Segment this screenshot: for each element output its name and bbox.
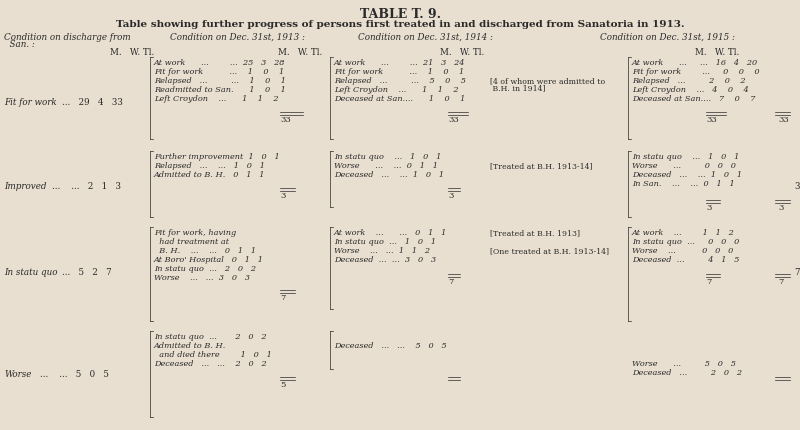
Text: M.   W. Tl.: M. W. Tl. bbox=[278, 48, 322, 57]
Text: M.   W. Tl.: M. W. Tl. bbox=[110, 48, 154, 57]
Text: [One treated at B.H. 1913-14]: [One treated at B.H. 1913-14] bbox=[490, 246, 609, 255]
Text: Left Croydon    ...   4    0    4: Left Croydon ... 4 0 4 bbox=[632, 86, 749, 94]
Text: Relapsed   ...         ...    5    0    5: Relapsed ... ... 5 0 5 bbox=[334, 77, 466, 85]
Text: Deceased   ...    ...  1   0   1: Deceased ... ... 1 0 1 bbox=[632, 171, 742, 178]
Text: Improved: Improved bbox=[4, 181, 46, 190]
Text: 5: 5 bbox=[280, 380, 286, 388]
Text: Worse      ...         5   0   5: Worse ... 5 0 5 bbox=[632, 359, 736, 367]
Text: 33: 33 bbox=[448, 116, 458, 124]
Text: In statu quo  ...   1   0   1: In statu quo ... 1 0 1 bbox=[334, 237, 436, 246]
Text: At work      ...        ...  25   3   28: At work ... ... 25 3 28 bbox=[154, 59, 286, 67]
Text: Condition on Dec. 31st, 1914 :: Condition on Dec. 31st, 1914 : bbox=[358, 33, 493, 42]
Text: 3: 3 bbox=[448, 191, 454, 200]
Text: 7: 7 bbox=[448, 277, 454, 286]
Text: Condition on discharge from: Condition on discharge from bbox=[4, 33, 130, 42]
Text: 33: 33 bbox=[706, 116, 717, 124]
Text: Admitted to B. H.: Admitted to B. H. bbox=[154, 341, 226, 349]
Text: Deceased  ...         4   1   5: Deceased ... 4 1 5 bbox=[632, 255, 739, 264]
Text: [Treated at B.H. 1913-14]: [Treated at B.H. 1913-14] bbox=[490, 162, 593, 169]
Text: and died there        1   0   1: and died there 1 0 1 bbox=[154, 350, 272, 358]
Text: 33: 33 bbox=[280, 116, 290, 124]
Text: Fit for work          ...    1    0    1: Fit for work ... 1 0 1 bbox=[334, 68, 464, 76]
Text: Relapsed   ...         2    0    2: Relapsed ... 2 0 2 bbox=[632, 77, 746, 85]
Text: At work    ...        1   1   2: At work ... 1 1 2 bbox=[632, 228, 734, 237]
Text: In statu quo  ...     0   0   0: In statu quo ... 0 0 0 bbox=[632, 237, 739, 246]
Text: Deceased   ...   ...    5   0   5: Deceased ... ... 5 0 5 bbox=[334, 341, 446, 349]
Text: 3: 3 bbox=[280, 191, 286, 200]
Text: Deceased at San....      1    0    1: Deceased at San.... 1 0 1 bbox=[334, 95, 466, 103]
Text: San. :: San. : bbox=[4, 40, 35, 49]
Text: ...    ...   2   1   3: ... ... 2 1 3 bbox=[52, 181, 121, 190]
Text: Deceased at San....   7    0    7: Deceased at San.... 7 0 7 bbox=[632, 95, 755, 103]
Text: In statu quo    ...   1   0   1: In statu quo ... 1 0 1 bbox=[334, 153, 442, 161]
Text: In statu quo: In statu quo bbox=[4, 267, 58, 276]
Text: Worse      ...         0   0   0: Worse ... 0 0 0 bbox=[632, 162, 736, 169]
Text: Left Croydon    ...      1    1    2: Left Croydon ... 1 1 2 bbox=[154, 95, 278, 103]
Text: Readmitted to San.      1    0    1: Readmitted to San. 1 0 1 bbox=[154, 86, 286, 94]
Text: At work    ...      ...   0   1   1: At work ... ... 0 1 1 bbox=[334, 228, 447, 237]
Text: Fit for work, having: Fit for work, having bbox=[154, 228, 236, 237]
Text: 3: 3 bbox=[706, 203, 711, 212]
Text: In statu quo  ...       2   0   2: In statu quo ... 2 0 2 bbox=[154, 332, 266, 340]
Text: B.H. in 1914]: B.H. in 1914] bbox=[490, 84, 546, 92]
Text: Worse    ...   ...  1   1   2: Worse ... ... 1 1 2 bbox=[334, 246, 430, 255]
Text: 3: 3 bbox=[794, 181, 799, 190]
Text: [Treated at B.H. 1913]: [Treated at B.H. 1913] bbox=[490, 228, 580, 237]
Text: Worse: Worse bbox=[4, 369, 31, 378]
Text: Worse      ...    ...  0   1   1: Worse ... ... 0 1 1 bbox=[334, 162, 438, 169]
Text: Relapsed   ...         ...    1    0    1: Relapsed ... ... 1 0 1 bbox=[154, 77, 286, 85]
Text: Deceased   ...   ...    2   0   2: Deceased ... ... 2 0 2 bbox=[154, 359, 266, 367]
Text: ...   29   4   33: ... 29 4 33 bbox=[62, 98, 123, 107]
Text: At Boro' Hospital   0   1   1: At Boro' Hospital 0 1 1 bbox=[154, 255, 264, 264]
Text: Admitted to B. H.   0   1   1: Admitted to B. H. 0 1 1 bbox=[154, 171, 266, 178]
Text: Deceased   ...         2   0   2: Deceased ... 2 0 2 bbox=[632, 368, 742, 376]
Text: Deceased   ...    ...  1   0   1: Deceased ... ... 1 0 1 bbox=[334, 171, 444, 178]
Text: 7: 7 bbox=[778, 277, 783, 286]
Text: 7: 7 bbox=[280, 293, 286, 301]
Text: ...   5   2   7: ... 5 2 7 bbox=[62, 267, 112, 276]
Text: Table showing further progress of persons first treated in and discharged from S: Table showing further progress of person… bbox=[116, 20, 684, 29]
Text: Fit for work: Fit for work bbox=[4, 98, 57, 107]
Text: B. H.    ...    ...   0   1   1: B. H. ... ... 0 1 1 bbox=[154, 246, 256, 255]
Text: Worse    ...   ...  3   0   3: Worse ... ... 3 0 3 bbox=[154, 273, 250, 281]
Text: At work      ...        ...  21   3   24: At work ... ... 21 3 24 bbox=[334, 59, 466, 67]
Text: Relapsed   ...    ...   1   0   1: Relapsed ... ... 1 0 1 bbox=[154, 162, 265, 169]
Text: Condition on Dec. 31st, 1913 :: Condition on Dec. 31st, 1913 : bbox=[170, 33, 305, 42]
Text: ...    ...   5   0   5: ... ... 5 0 5 bbox=[40, 369, 109, 378]
Text: M.   W. Tl.: M. W. Tl. bbox=[440, 48, 484, 57]
Text: M.   W. Tl.: M. W. Tl. bbox=[695, 48, 739, 57]
Text: Deceased  ...  ...  3   0   3: Deceased ... ... 3 0 3 bbox=[334, 255, 436, 264]
Text: Condition on Dec. 31st, 1915 :: Condition on Dec. 31st, 1915 : bbox=[600, 33, 735, 42]
Text: 33: 33 bbox=[778, 116, 789, 124]
Text: Fit for work        ...     0    0    0: Fit for work ... 0 0 0 bbox=[632, 68, 759, 76]
Text: Worse    ...          0   0   0: Worse ... 0 0 0 bbox=[632, 246, 734, 255]
Text: TABLE T. 9.: TABLE T. 9. bbox=[359, 8, 441, 21]
Text: Left Croydon    ...      1    1    2: Left Croydon ... 1 1 2 bbox=[334, 86, 458, 94]
Text: 7: 7 bbox=[706, 277, 711, 286]
Text: In statu quo  ...   2   0   2: In statu quo ... 2 0 2 bbox=[154, 264, 256, 272]
Text: had treatment at: had treatment at bbox=[154, 237, 229, 246]
Text: Further improvement  1   0   1: Further improvement 1 0 1 bbox=[154, 153, 280, 161]
Text: 7: 7 bbox=[794, 267, 800, 276]
Text: 3: 3 bbox=[778, 203, 783, 212]
Text: In statu quo    ...   1   0   1: In statu quo ... 1 0 1 bbox=[632, 153, 739, 161]
Text: In San.    ...    ...  0   1   1: In San. ... ... 0 1 1 bbox=[632, 180, 734, 187]
Text: At work      ...     ...   16   4   20: At work ... ... 16 4 20 bbox=[632, 59, 758, 67]
Text: [4 of whom were admitted to: [4 of whom were admitted to bbox=[490, 77, 605, 85]
Text: Fit for work          ...    1    0    1: Fit for work ... 1 0 1 bbox=[154, 68, 284, 76]
